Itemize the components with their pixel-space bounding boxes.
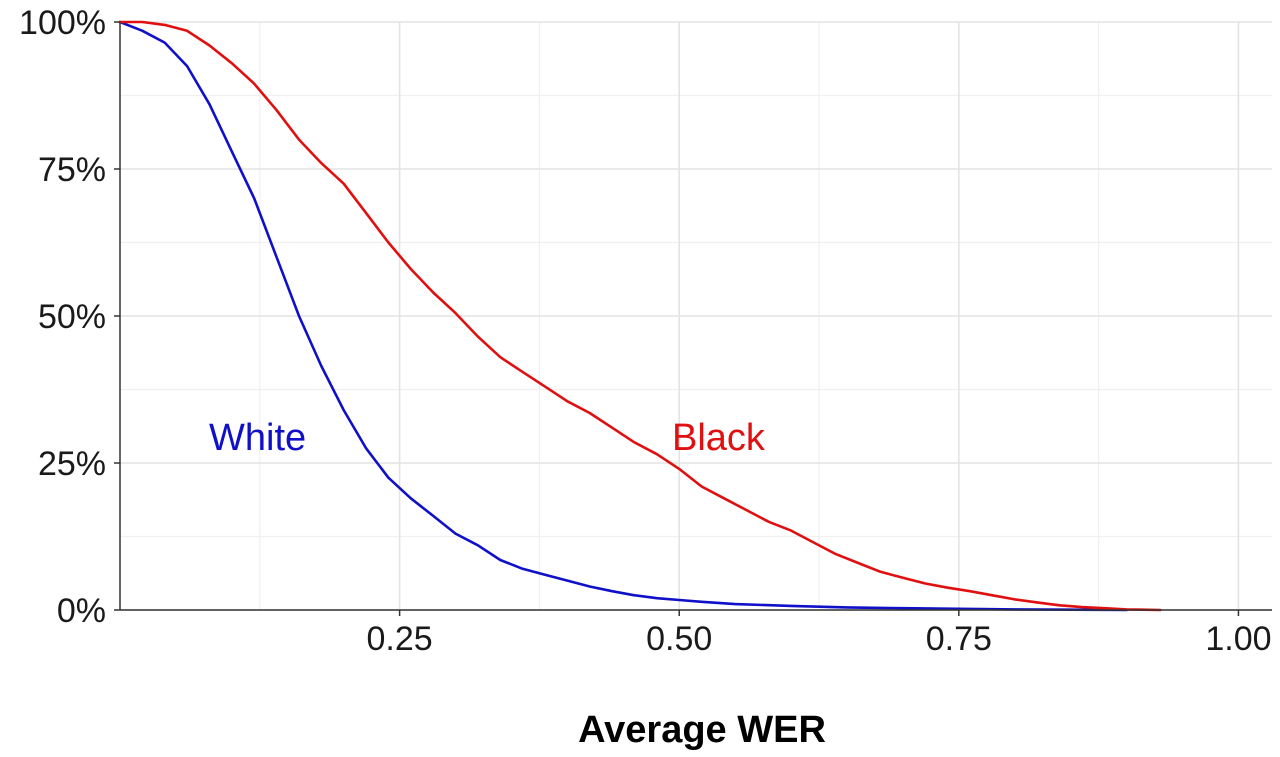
x-tick-label: 0.75	[926, 620, 992, 658]
x-axis-ticks: 0.25 0.50 0.75 1.00	[367, 610, 1272, 658]
series-label-white: White	[209, 417, 306, 459]
y-tick-label: 50%	[38, 298, 106, 336]
x-tick-label: 1.00	[1205, 620, 1271, 658]
y-axis-ticks: 0% 25% 50% 75% 100%	[19, 4, 120, 630]
y-tick-label: 75%	[38, 151, 106, 189]
y-tick-label: 25%	[38, 445, 106, 483]
y-tick-label: 0%	[57, 592, 106, 630]
series-line-black	[118, 20, 1162, 612]
x-axis-title: Average WER	[578, 709, 826, 751]
y-tick-label: 100%	[19, 4, 106, 42]
grid-minor	[120, 22, 1272, 610]
series-layer	[118, 20, 1162, 612]
series-label-black: Black	[672, 417, 766, 459]
series-line-white	[118, 20, 1128, 612]
x-tick-label: 0.50	[646, 620, 712, 658]
x-tick-label: 0.25	[367, 620, 433, 658]
